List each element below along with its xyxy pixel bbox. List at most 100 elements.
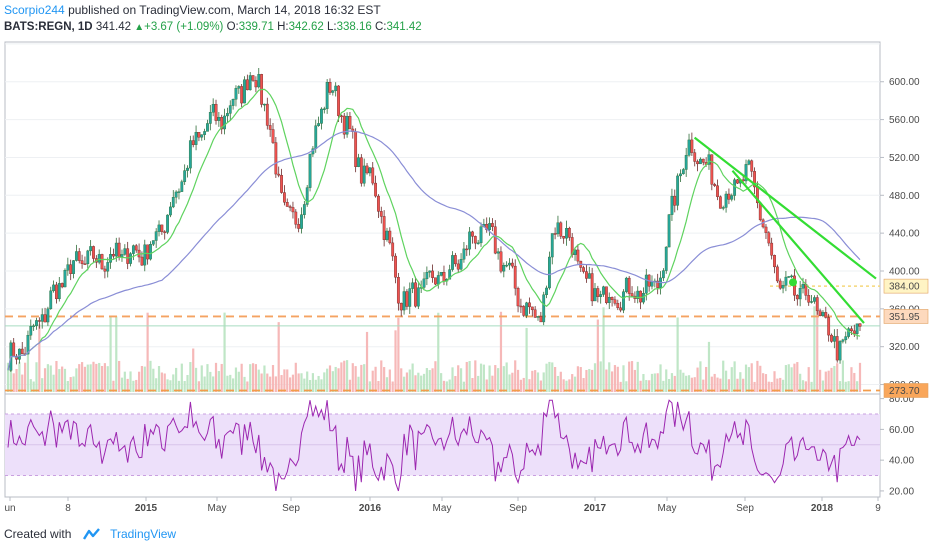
volume-bar — [559, 371, 562, 392]
volume-bar — [100, 366, 104, 392]
volume-bar — [568, 379, 571, 392]
volume-bar — [767, 381, 770, 392]
volume-bar — [528, 379, 531, 392]
volume-bar — [126, 378, 129, 392]
candle-body — [348, 116, 352, 130]
candle-body — [374, 182, 377, 197]
volume-bar — [385, 377, 389, 392]
candle-body — [322, 108, 326, 110]
volume-bar — [605, 369, 608, 392]
candle-body — [83, 263, 87, 265]
candle-body — [453, 255, 457, 265]
candle-body — [203, 131, 207, 135]
volume-bar — [140, 365, 144, 392]
trendlines[interactable] — [693, 136, 877, 324]
volume-bar — [716, 377, 719, 392]
candle-body — [86, 250, 90, 265]
candle-body — [516, 288, 520, 307]
candle-body — [493, 226, 497, 254]
volume-bar — [186, 374, 189, 392]
candle-body — [716, 185, 719, 197]
candle-body — [536, 316, 540, 318]
candle-body — [163, 231, 167, 233]
volume-bar — [414, 375, 417, 392]
volume-bar — [776, 378, 779, 392]
volume-bar — [670, 373, 674, 392]
volume-bar — [420, 375, 423, 392]
volume-bar — [55, 360, 58, 392]
time-tick-label: Sep — [736, 503, 754, 514]
volume-bar — [719, 378, 722, 392]
volume-bar — [340, 362, 343, 392]
candle-body — [300, 214, 303, 229]
candle-body — [114, 242, 118, 257]
candle-body — [285, 202, 289, 207]
volume-bar — [132, 380, 135, 392]
candle-body — [396, 277, 400, 304]
candle-body — [730, 195, 734, 200]
volume-bar — [371, 370, 374, 392]
candle-body — [559, 222, 563, 237]
volume-bar — [499, 311, 503, 392]
volume-bar — [542, 372, 545, 392]
volume-bar — [619, 381, 622, 392]
volume-bar — [676, 317, 679, 392]
candle-body — [263, 103, 266, 106]
time-tick-label: 2017 — [584, 503, 607, 514]
candle-body — [183, 170, 187, 182]
volume-bar — [29, 379, 32, 392]
candle-body — [585, 271, 588, 279]
volume-bar — [425, 368, 428, 392]
candle-body — [149, 244, 152, 260]
candle-body — [109, 254, 112, 263]
candle-body — [673, 195, 677, 206]
volume-bar — [494, 365, 497, 392]
candle-body — [784, 276, 788, 286]
candle-body — [166, 214, 169, 233]
candle-body — [188, 140, 192, 169]
low-value: 338.16 — [336, 21, 372, 33]
volume-bar — [75, 368, 78, 392]
candle-body — [753, 171, 756, 188]
volume-bar — [63, 368, 67, 392]
candle-body — [379, 211, 383, 217]
candle-body — [604, 286, 608, 303]
candle-body — [391, 242, 395, 257]
candles[interactable] — [9, 67, 862, 372]
volume-bar — [662, 380, 665, 392]
volume-bar — [431, 368, 434, 392]
candle-body — [770, 242, 774, 256]
volume-bar — [608, 362, 611, 392]
candle-body — [636, 290, 640, 299]
volume-bar — [83, 366, 87, 392]
time-tick-label: Sep — [509, 503, 527, 514]
candle-body — [679, 173, 682, 177]
volume-bar — [286, 369, 289, 392]
candle-body — [525, 302, 529, 316]
price-tick-label: 560.00 — [889, 115, 920, 126]
publish-line: Scorpio244 published on TradingView.com,… — [4, 3, 381, 17]
candle-body — [491, 223, 494, 227]
candle-body — [237, 86, 241, 89]
candle-body — [12, 342, 16, 357]
price-tick-label: 600.00 — [889, 77, 920, 88]
candle-body — [428, 270, 432, 273]
candle-body — [485, 223, 489, 231]
candle-body — [385, 230, 389, 240]
candle-body — [508, 262, 511, 266]
author-link[interactable]: Scorpio244 — [4, 3, 65, 17]
candle-body — [505, 264, 509, 267]
volume-bar — [306, 371, 309, 392]
volume-bar — [838, 381, 842, 392]
volume-bar — [625, 381, 628, 392]
candle-body — [106, 262, 110, 272]
candle-body — [750, 160, 754, 172]
candle-body — [727, 193, 731, 200]
slow-moving-average — [7, 130, 861, 371]
volume-bar — [727, 379, 731, 392]
tradingview-brand[interactable]: TradingView — [110, 527, 177, 541]
candle-body — [208, 112, 212, 124]
volume-bar — [445, 381, 448, 392]
candle-body — [787, 276, 791, 278]
